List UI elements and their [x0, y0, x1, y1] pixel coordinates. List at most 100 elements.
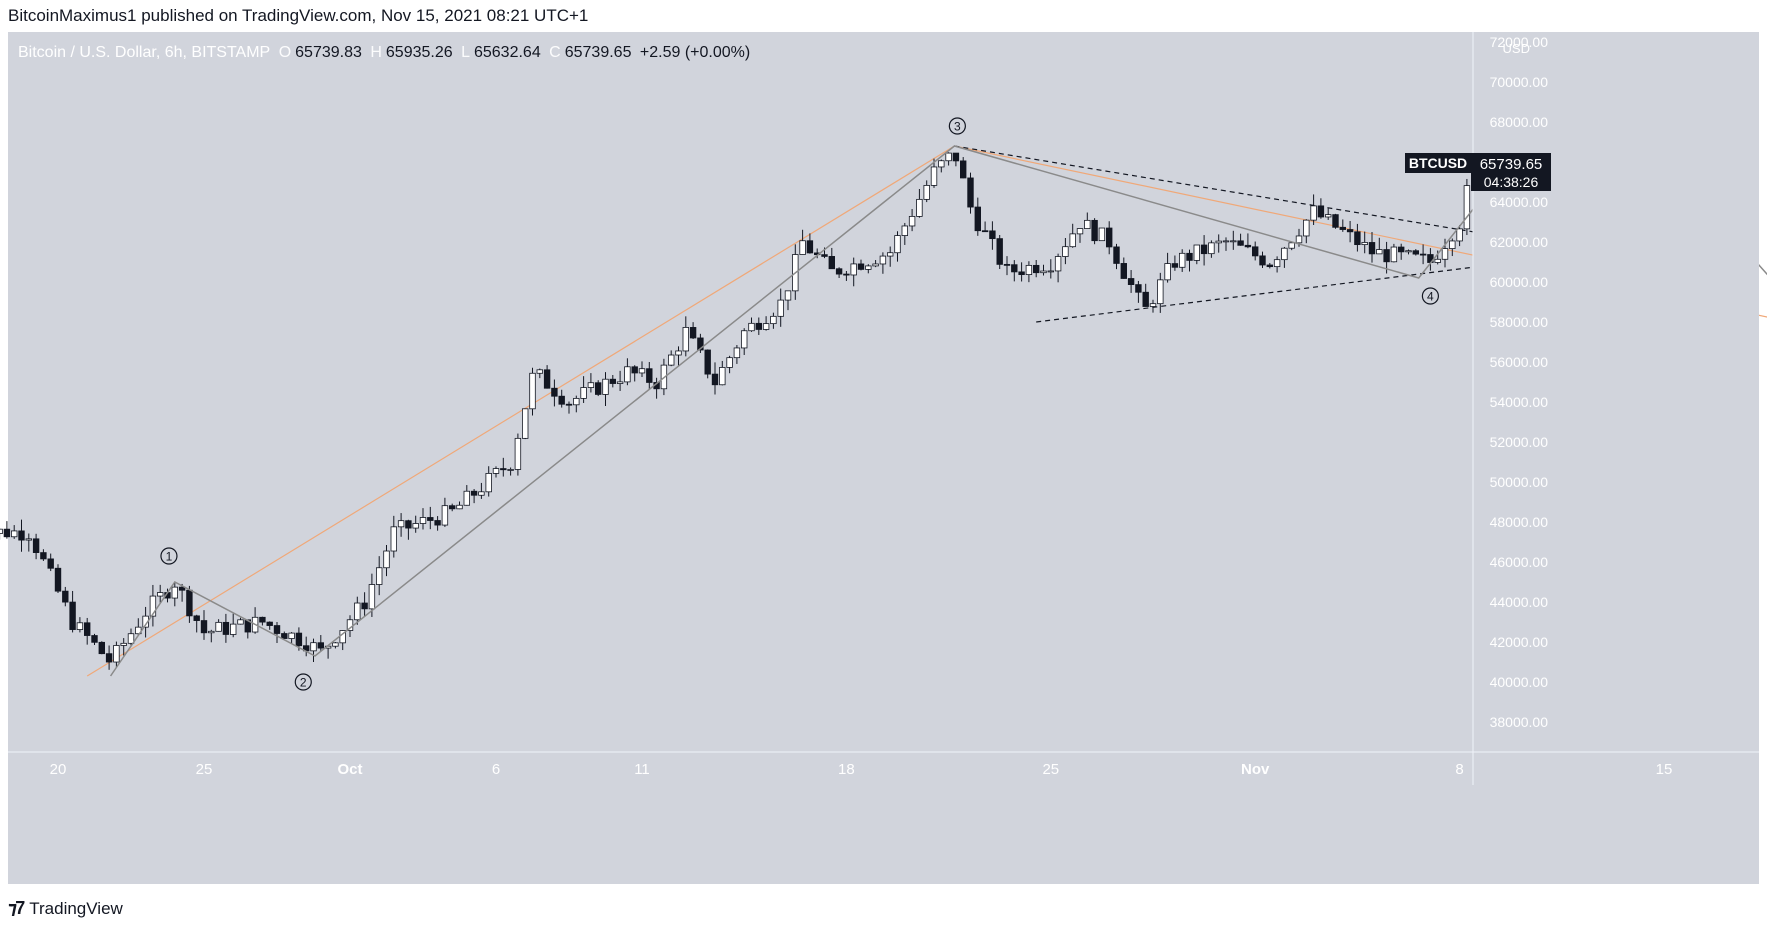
- candle-down: [1419, 253, 1427, 256]
- candle-down: [259, 616, 266, 623]
- candles-layer: [0, 106, 1675, 670]
- candle-up: [149, 595, 157, 617]
- footer[interactable]: ⁊7 TradingView: [8, 898, 123, 919]
- candle-down: [105, 653, 113, 663]
- wave-label-circle: [294, 673, 312, 691]
- candle-down: [565, 403, 573, 406]
- candle-down: [448, 505, 456, 510]
- symbol-tag: BTCUSD: [1409, 155, 1467, 171]
- candle-down: [1003, 263, 1011, 266]
- wave-label: 1: [166, 550, 173, 564]
- price-tag-layer: BTCUSD 65739.65 04:38:26: [1405, 153, 1551, 191]
- candle-up: [375, 567, 383, 585]
- candle-down: [405, 520, 412, 529]
- candle-down: [835, 268, 843, 275]
- wave-label: 4: [1427, 290, 1434, 304]
- candle-up: [208, 630, 215, 634]
- candle-down: [178, 586, 186, 591]
- candle-up: [923, 184, 930, 200]
- candle-up: [310, 642, 317, 652]
- candle-down: [1412, 250, 1419, 255]
- candle-up: [441, 505, 449, 526]
- candle-up: [901, 225, 908, 236]
- candle-up: [1179, 252, 1186, 268]
- candle-down: [69, 601, 76, 630]
- candle-up: [1376, 249, 1383, 255]
- wave-label-circle: [948, 117, 966, 135]
- candle-down: [295, 632, 303, 647]
- fib-line: [86, 145, 955, 677]
- ohlc-legend: Bitcoin / U.S. Dollar, 6h, BITSTAMP O 657…: [18, 44, 754, 62]
- candle-down: [952, 152, 960, 162]
- candle-up: [1273, 259, 1281, 268]
- x-tick-label: Nov: [1241, 761, 1270, 778]
- candle-up: [514, 437, 522, 470]
- candle-up: [1040, 270, 1047, 274]
- candle-down: [981, 230, 989, 233]
- candle-up: [1069, 233, 1076, 248]
- symbol-title: Bitcoin / U.S. Dollar, 6h, BITSTAMP: [18, 44, 271, 61]
- y-tick-label: 44000.00: [1490, 594, 1549, 610]
- candle-up: [76, 622, 84, 630]
- candle-up: [1215, 240, 1222, 244]
- candle-up: [368, 584, 376, 610]
- candle-down: [697, 337, 704, 351]
- y-tick-label: 38000.00: [1490, 714, 1549, 730]
- candle-down: [54, 567, 62, 592]
- triangle-line: [1036, 265, 1484, 323]
- candle-up: [784, 290, 792, 301]
- candle-up: [522, 408, 529, 439]
- candle-down: [857, 263, 865, 270]
- candle-up: [602, 378, 609, 395]
- triangle-lines-layer: [954, 145, 1484, 323]
- candle-up: [390, 526, 397, 552]
- candle-down: [222, 621, 230, 635]
- candle-up: [616, 381, 624, 384]
- bar-countdown: 04:38:26: [1484, 174, 1539, 190]
- y-tick-label: 40000.00: [1490, 674, 1549, 690]
- y-tick-label: 46000.00: [1490, 554, 1549, 570]
- candle-up: [741, 330, 748, 349]
- open-label: O: [278, 44, 292, 61]
- candle-up: [536, 369, 543, 374]
- candle-up: [1193, 244, 1200, 261]
- candle-down: [84, 622, 91, 636]
- candle-down: [193, 615, 200, 621]
- candle-up: [1441, 248, 1449, 260]
- candle-up: [1076, 228, 1084, 235]
- candle-down: [1018, 271, 1025, 276]
- candle-up: [478, 491, 485, 496]
- candle-down: [1200, 244, 1208, 255]
- candle-up: [1062, 246, 1069, 257]
- x-tick-label: 6: [492, 761, 500, 778]
- candle-up: [1310, 205, 1317, 221]
- wave-label: 3: [954, 120, 961, 134]
- y-tick-label: 64000.00: [1490, 194, 1549, 210]
- candle-down: [1127, 278, 1135, 286]
- current-price: 65739.65: [1480, 156, 1543, 173]
- candle-up: [624, 366, 631, 383]
- x-tick-label: 18: [838, 761, 855, 778]
- low-value: 65632.64: [473, 44, 541, 61]
- candle-up: [215, 621, 222, 632]
- candle-up: [332, 642, 339, 647]
- candle-up: [171, 586, 178, 599]
- triangle-line: [954, 145, 1475, 233]
- candle-down: [427, 517, 434, 521]
- candle-up: [894, 235, 901, 254]
- symbol-tag-bg: [1405, 153, 1471, 173]
- currency-label: USD: [1503, 41, 1530, 56]
- high-label: H: [370, 44, 382, 61]
- chart-frame[interactable]: [8, 32, 1759, 884]
- candle-down: [434, 520, 441, 526]
- candle-up: [879, 255, 887, 265]
- candle-up: [682, 327, 689, 352]
- candle-up: [908, 216, 916, 227]
- candle-down: [98, 641, 105, 655]
- candle-down: [1398, 246, 1405, 253]
- y-tick-label: 60000.00: [1490, 274, 1549, 290]
- candle-up: [726, 357, 733, 368]
- y-tick-label: 50000.00: [1490, 474, 1549, 490]
- candle-up: [748, 322, 755, 332]
